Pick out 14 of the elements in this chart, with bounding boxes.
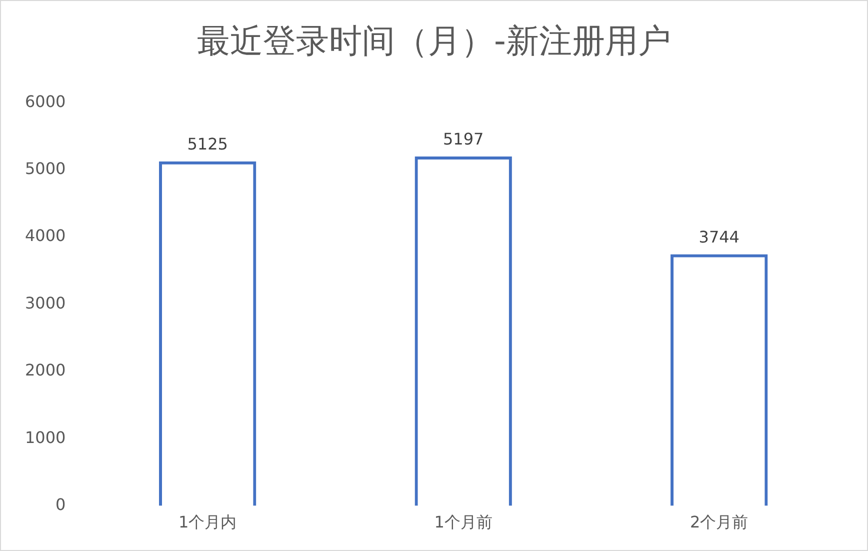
x-tick-label: 1个月内 (178, 512, 237, 532)
y-tick-label: 3000 (25, 293, 66, 312)
data-label: 3744 (698, 227, 740, 246)
y-tick-label: 2000 (25, 360, 66, 380)
y-tick-label: 0 (56, 494, 66, 514)
x-tick-label: 2个月前 (690, 512, 748, 532)
x-tick-label: 1个月前 (434, 512, 492, 532)
data-label: 5125 (187, 134, 228, 154)
y-tick-label: 6000 (25, 92, 66, 111)
y-tick-label: 5000 (25, 158, 66, 178)
chart-title: 最近登录时间（月）-新注册用户 (196, 20, 672, 62)
y-tick-label: 1000 (25, 428, 66, 447)
data-label: 5197 (443, 130, 484, 149)
y-tick-label: 4000 (25, 226, 66, 246)
